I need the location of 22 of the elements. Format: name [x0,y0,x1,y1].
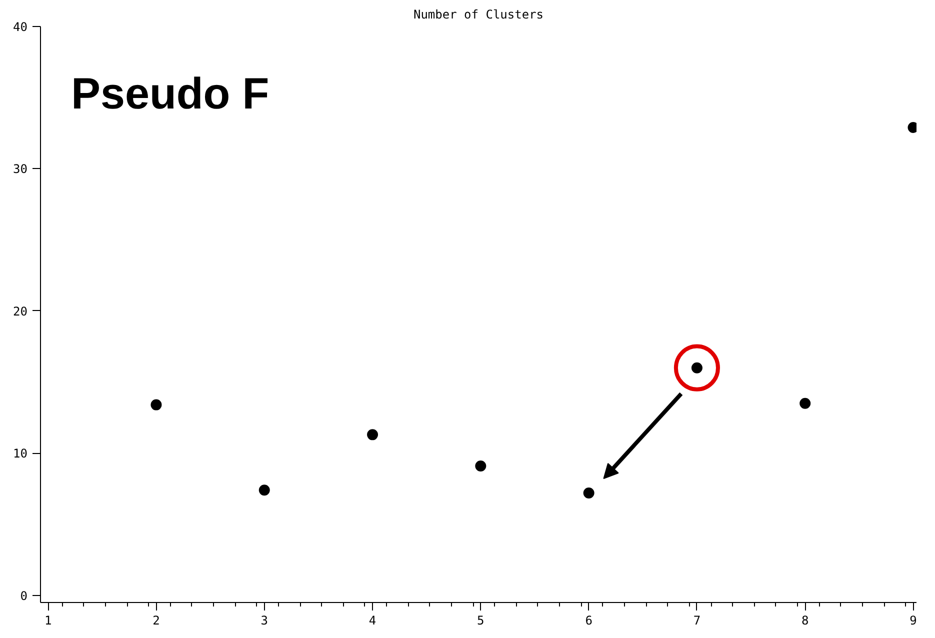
point [258,484,270,496]
x-tick-label: 7 [693,614,701,628]
y-tick-label: 0 [20,588,28,603]
x-tick-label: 2 [152,614,160,628]
x-tick-label: 9 [910,614,917,628]
x-tick-label: 6 [585,614,592,628]
x-tick-label: 8 [801,614,809,628]
point [583,488,594,498]
x-axis-title: Number of Clusters [413,8,544,22]
point [475,460,486,472]
point [800,398,811,409]
x-tick-label: 3 [260,614,268,628]
y-tick-label: 30 [13,162,28,176]
point [367,429,378,440]
x-tick-label: 1 [44,614,52,628]
x-tick-label: 5 [477,614,484,628]
x-tick-label: 4 [368,614,376,628]
annotation: Pseudo F [71,70,270,119]
y-tick-label: 40 [13,20,28,34]
y-tick-label: 10 [13,446,28,461]
point [150,399,162,410]
y-tick-label: 20 [13,304,28,318]
